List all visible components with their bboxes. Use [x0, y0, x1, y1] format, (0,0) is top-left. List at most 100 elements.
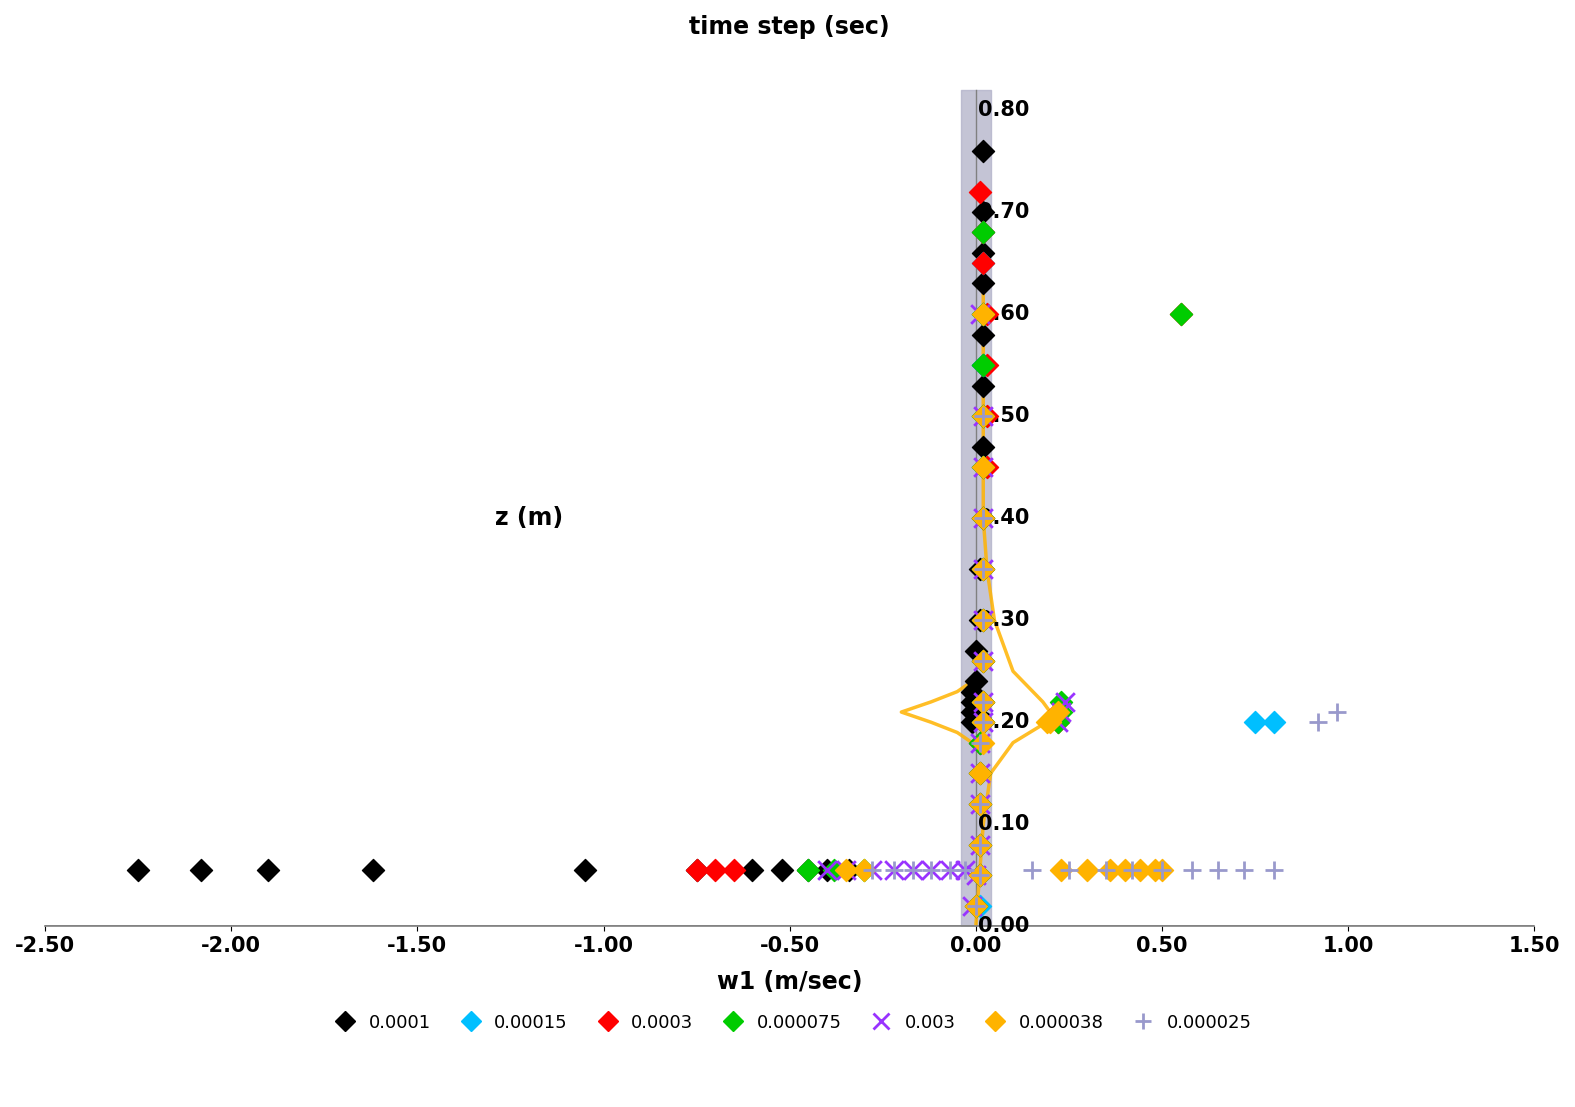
- Point: [1057, 861, 1082, 879]
- Point: [721, 861, 747, 879]
- Point: [1046, 703, 1071, 721]
- Point: [970, 204, 995, 221]
- Point: [1033, 713, 1058, 731]
- Point: [967, 765, 992, 783]
- Point: [1093, 861, 1118, 879]
- Point: [970, 509, 995, 527]
- Point: [967, 765, 992, 783]
- Point: [1150, 861, 1175, 879]
- Point: [684, 861, 709, 879]
- Point: [1046, 703, 1071, 721]
- Point: [852, 861, 877, 879]
- Point: [975, 356, 1000, 374]
- Point: [740, 861, 765, 879]
- Point: [1052, 693, 1077, 711]
- Point: [1098, 861, 1123, 879]
- Point: [970, 509, 995, 527]
- Point: [572, 861, 597, 879]
- Point: [970, 255, 995, 272]
- Point: [1262, 861, 1287, 879]
- Point: [970, 407, 995, 425]
- Point: [1306, 713, 1331, 731]
- Point: [975, 306, 1000, 323]
- Point: [918, 861, 943, 879]
- Point: [970, 693, 995, 711]
- Point: [970, 325, 995, 343]
- Point: [967, 734, 992, 752]
- Text: 0.20: 0.20: [978, 712, 1028, 732]
- Point: [970, 509, 995, 527]
- Point: [970, 713, 995, 731]
- Point: [970, 560, 995, 578]
- Point: [967, 836, 992, 853]
- Point: [970, 509, 995, 527]
- Point: [1074, 861, 1099, 879]
- Text: 0.10: 0.10: [978, 815, 1028, 835]
- Point: [858, 861, 884, 879]
- Point: [899, 861, 925, 879]
- Point: [967, 795, 992, 813]
- Point: [967, 734, 992, 752]
- Point: [970, 652, 995, 670]
- Point: [967, 560, 992, 578]
- Point: [959, 683, 984, 701]
- Point: [814, 861, 839, 879]
- Point: [970, 407, 995, 425]
- Point: [836, 861, 862, 879]
- Point: [967, 867, 992, 884]
- Point: [959, 713, 984, 731]
- Point: [951, 861, 976, 879]
- Point: [970, 306, 995, 323]
- Point: [1019, 861, 1044, 879]
- Point: [970, 224, 995, 241]
- Point: [964, 642, 989, 660]
- Point: [970, 306, 995, 323]
- Point: [937, 861, 962, 879]
- Point: [967, 765, 992, 783]
- Point: [959, 693, 984, 711]
- Point: [970, 652, 995, 670]
- Point: [967, 734, 992, 752]
- Point: [970, 713, 995, 731]
- Point: [702, 861, 728, 879]
- Point: [1046, 713, 1071, 731]
- Point: [970, 693, 995, 711]
- Point: [833, 861, 858, 879]
- Point: [684, 861, 709, 879]
- Point: [959, 703, 984, 721]
- Point: [1205, 861, 1230, 879]
- Point: [126, 861, 151, 879]
- Point: [964, 897, 989, 914]
- Point: [967, 795, 992, 813]
- Point: [970, 560, 995, 578]
- Point: [1150, 861, 1175, 879]
- Point: [970, 713, 995, 731]
- Point: [967, 836, 992, 853]
- Point: [795, 861, 821, 879]
- Point: [970, 560, 995, 578]
- Point: [967, 611, 992, 629]
- Point: [970, 693, 995, 711]
- Point: [970, 142, 995, 159]
- Point: [970, 693, 995, 711]
- Point: [970, 509, 995, 527]
- Text: 0.40: 0.40: [978, 508, 1028, 528]
- Point: [970, 713, 995, 731]
- Point: [970, 356, 995, 374]
- Point: [970, 224, 995, 241]
- Point: [970, 611, 995, 629]
- Point: [970, 560, 995, 578]
- Point: [937, 861, 962, 879]
- Point: [970, 244, 995, 261]
- Point: [970, 713, 995, 731]
- Point: [970, 509, 995, 527]
- Point: [967, 867, 992, 884]
- Point: [970, 275, 995, 292]
- Point: [970, 611, 995, 629]
- Point: [970, 306, 995, 323]
- Point: [1049, 703, 1074, 721]
- Point: [1038, 713, 1063, 731]
- Point: [970, 458, 995, 476]
- Text: 0.30: 0.30: [978, 610, 1028, 630]
- Point: [967, 183, 992, 200]
